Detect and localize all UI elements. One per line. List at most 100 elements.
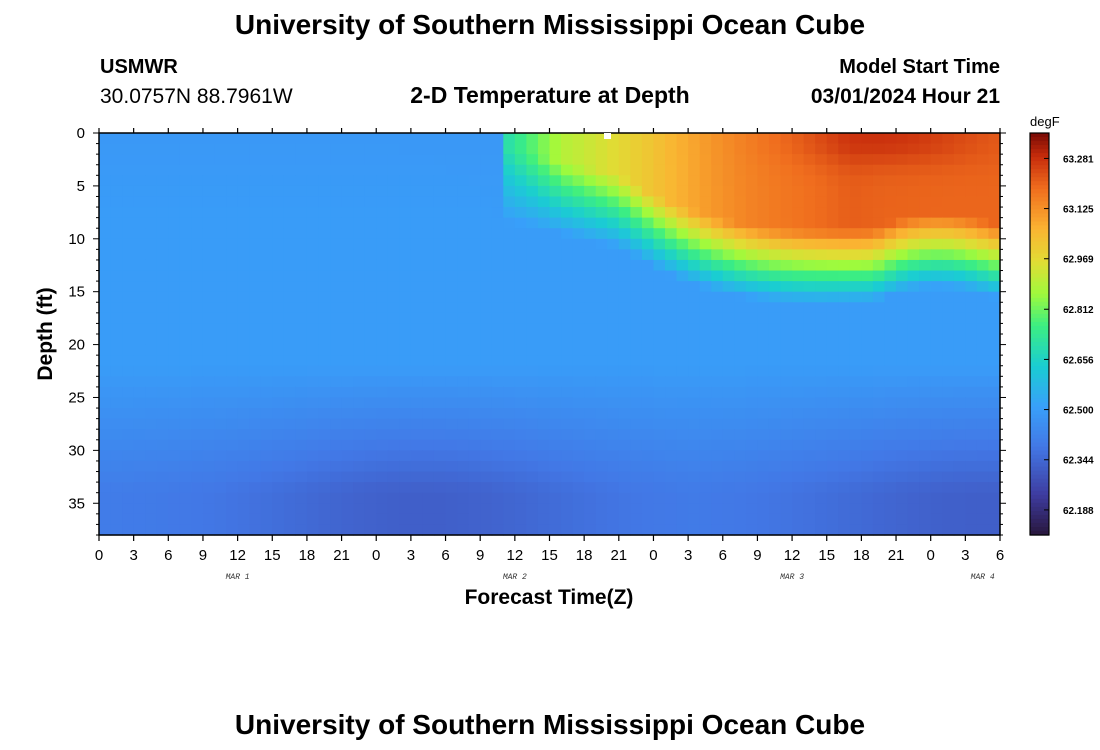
colorbar-segment	[1030, 406, 1049, 411]
heatmap-cell	[99, 228, 112, 240]
heatmap-cell	[318, 397, 331, 409]
heatmap-cell	[688, 397, 701, 409]
heatmap-cell	[896, 133, 909, 145]
heatmap-cell	[330, 482, 343, 494]
heatmap-cell	[376, 323, 389, 335]
heatmap-cell	[942, 355, 955, 367]
heatmap-cell	[526, 397, 539, 409]
heatmap-cell	[734, 355, 747, 367]
heatmap-cell	[572, 207, 585, 219]
heatmap-cell	[861, 175, 874, 187]
heatmap-cell	[318, 302, 331, 314]
heatmap-cell	[214, 460, 227, 473]
heatmap-cell	[549, 196, 562, 208]
heatmap-cell	[457, 429, 470, 441]
heatmap-cell	[272, 238, 285, 250]
colorbar-tick-label: 62.344	[1063, 456, 1094, 467]
heatmap-cell	[110, 281, 123, 293]
heatmap-cell	[514, 217, 527, 229]
heatmap-cell	[202, 249, 216, 261]
heatmap-cell	[711, 471, 724, 483]
page-title: University of Southern Mississippi Ocean…	[234, 9, 866, 40]
heatmap-cell	[226, 259, 239, 272]
heatmap-cell	[433, 281, 447, 293]
heatmap-cell	[584, 133, 597, 145]
heatmap-cell	[422, 408, 435, 420]
heatmap-cell	[549, 513, 562, 526]
heatmap-cell	[353, 281, 366, 293]
heatmap-cell	[99, 323, 112, 335]
heatmap-cell	[433, 323, 447, 335]
heatmap-cell	[595, 302, 608, 314]
heatmap-cell	[780, 355, 793, 367]
x-tick-label: 3	[129, 547, 137, 564]
heatmap-cell	[665, 429, 678, 441]
heatmap-cell	[930, 302, 943, 314]
heatmap-cell	[965, 503, 978, 515]
heatmap-cell	[884, 365, 897, 377]
heatmap-cell	[826, 355, 839, 367]
heatmap-cell	[722, 439, 735, 451]
colorbar-segment	[1030, 301, 1049, 307]
heatmap-cell	[353, 175, 366, 187]
heatmap-cell	[872, 386, 886, 399]
heatmap-cell	[780, 439, 793, 451]
heatmap-cell	[815, 418, 828, 430]
heatmap-cell	[503, 439, 516, 451]
heatmap-cell	[202, 450, 216, 462]
heatmap-cell	[445, 175, 458, 187]
heatmap-cell	[792, 439, 805, 451]
heatmap-cell	[826, 312, 839, 325]
heatmap-cell	[561, 429, 574, 441]
heatmap-cell	[433, 249, 447, 261]
heatmap-cell	[468, 302, 481, 314]
heatmap-cell	[907, 492, 920, 504]
heatmap-cell	[722, 429, 735, 441]
heatmap-cell	[122, 312, 135, 325]
heatmap-cell	[872, 133, 886, 145]
heatmap-cell	[872, 408, 886, 420]
heatmap-cell	[537, 344, 551, 356]
heatmap-cell	[156, 238, 169, 250]
heatmap-cell	[526, 249, 539, 261]
heatmap-cell	[618, 503, 631, 515]
heatmap-cell	[745, 492, 759, 504]
heatmap-cell	[283, 302, 296, 314]
heatmap-cell	[376, 450, 389, 462]
heatmap-cell	[584, 355, 597, 367]
heatmap-cell	[849, 164, 862, 176]
heatmap-cell	[919, 386, 932, 399]
heatmap-cell	[272, 513, 285, 526]
heatmap-cell	[896, 291, 909, 303]
heatmap-cell	[595, 270, 608, 282]
heatmap-cell	[399, 302, 412, 314]
heatmap-cell	[283, 376, 296, 388]
colorbar-segment	[1030, 185, 1049, 190]
heatmap-cell	[792, 164, 805, 176]
heatmap-cell	[214, 259, 227, 272]
heatmap-cell	[283, 482, 296, 494]
heatmap-cell	[861, 217, 874, 229]
heatmap-cell	[919, 175, 932, 187]
heatmap-cell	[468, 492, 481, 504]
colorbar-tick-label: 62.812	[1063, 305, 1094, 316]
heatmap-cell	[584, 259, 597, 272]
heatmap-cell	[364, 418, 377, 430]
heatmap-cell	[896, 323, 909, 335]
heatmap-cell	[168, 408, 181, 420]
heatmap-cell	[145, 164, 158, 176]
heatmap-cell	[179, 164, 193, 176]
heatmap-cell	[260, 503, 273, 515]
heatmap-cell	[907, 164, 920, 176]
heatmap-cell	[953, 513, 966, 526]
heatmap-cell	[376, 154, 389, 166]
heatmap-cell	[896, 238, 909, 250]
heatmap-cell	[422, 281, 435, 293]
heatmap-cell	[595, 175, 608, 187]
heatmap-cell	[919, 450, 932, 462]
heatmap-cell	[306, 323, 320, 335]
heatmap-cell	[191, 482, 204, 494]
heatmap-cell	[133, 312, 146, 325]
heatmap-cell	[468, 503, 481, 515]
heatmap-cell	[457, 439, 470, 451]
